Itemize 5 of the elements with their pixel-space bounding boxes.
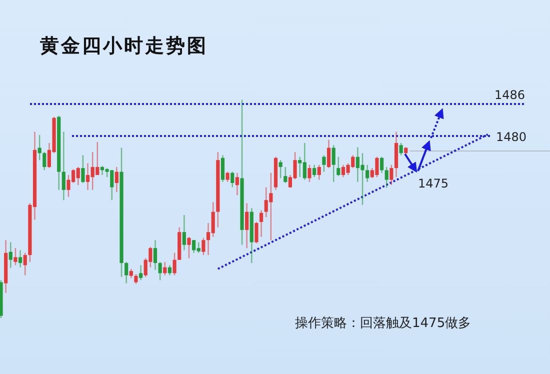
annotation: 操作策略：回落触及1475做多 bbox=[295, 316, 472, 331]
ref-line-label: 1486 bbox=[494, 88, 525, 102]
text: 黄金四小时走势图 bbox=[39, 35, 208, 57]
annotation: 1475 bbox=[418, 176, 449, 191]
ref-line-label: 1480 bbox=[496, 130, 527, 144]
